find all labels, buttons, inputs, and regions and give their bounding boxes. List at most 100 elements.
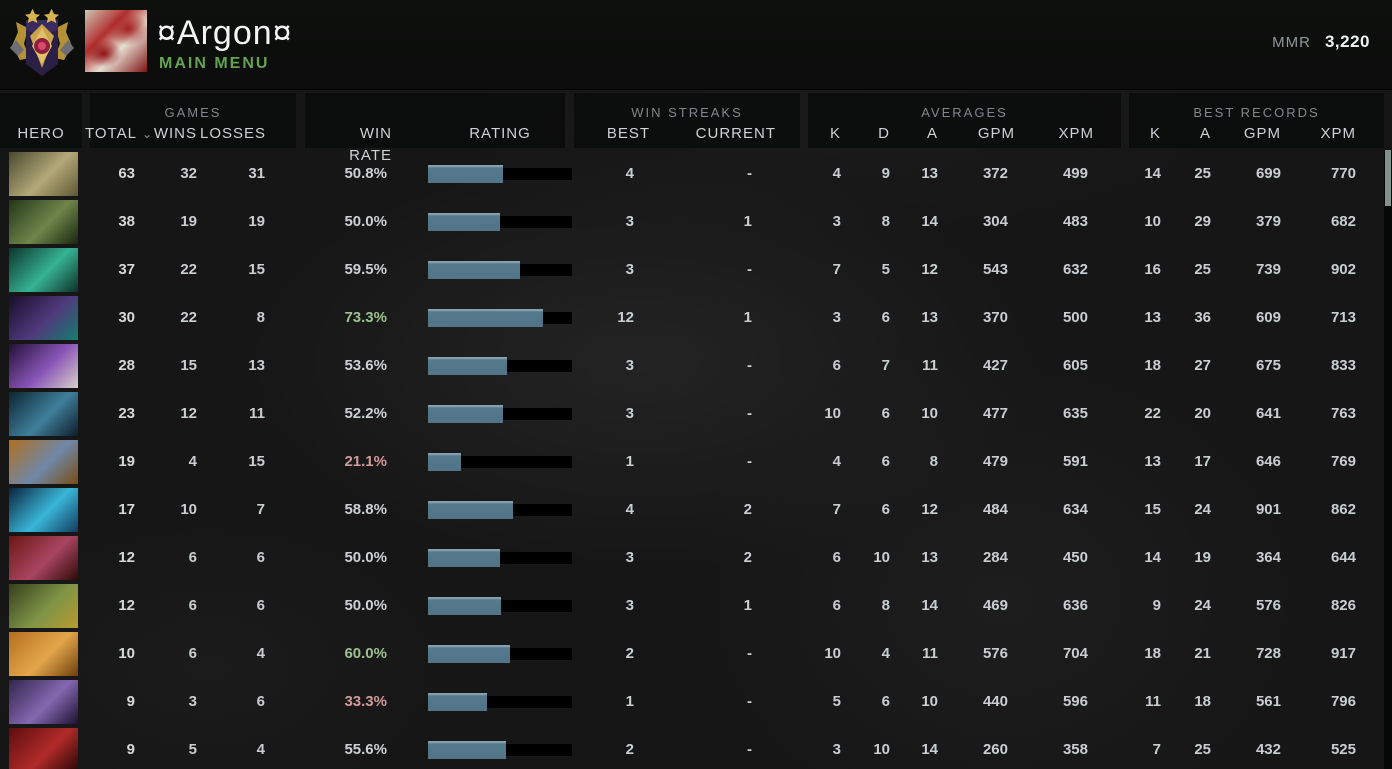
hero-portrait[interactable] xyxy=(9,344,78,388)
column-header-best-xpm[interactable]: XPM xyxy=(1320,125,1356,142)
table-row[interactable]: 9 3 6 33.3% 1 - 5 6 10 440 596 11 18 561… xyxy=(0,678,1392,726)
table-row[interactable]: 10 6 4 60.0% 2 - 10 4 11 576 704 18 21 7… xyxy=(0,630,1392,678)
column-header-rating[interactable]: RATING xyxy=(469,125,531,142)
current-streak-value: - xyxy=(747,357,752,374)
hero-portrait[interactable] xyxy=(9,392,78,436)
total-games-value: 12 xyxy=(118,549,135,566)
best-gpm-value: 641 xyxy=(1255,405,1281,422)
best-kills-value: 11 xyxy=(1145,693,1161,710)
column-header-best-assists[interactable]: A xyxy=(1199,125,1211,142)
avg-assists-value: 14 xyxy=(921,741,938,758)
column-header-avg-gpm[interactable]: GPM xyxy=(977,125,1015,142)
losses-value: 13 xyxy=(248,357,265,374)
best-assists-value: 29 xyxy=(1194,213,1211,230)
best-xpm-value: 770 xyxy=(1330,165,1356,182)
best-gpm-value: 364 xyxy=(1255,549,1281,566)
rating-bar-fill xyxy=(428,261,520,279)
best-assists-value: 27 xyxy=(1194,357,1211,374)
column-header-avg-deaths[interactable]: D xyxy=(878,125,890,142)
best-streak-value: 4 xyxy=(625,501,634,518)
column-header-total[interactable]: TOTAL ⌄ xyxy=(85,123,152,145)
rating-bar xyxy=(428,198,572,246)
hero-portrait[interactable] xyxy=(9,200,78,244)
current-streak-value: - xyxy=(747,645,752,662)
table-row[interactable]: 9 5 4 55.6% 2 - 3 10 14 260 358 7 25 432… xyxy=(0,726,1392,769)
win-rate-value: 59.5% xyxy=(344,261,387,278)
column-header-avg-assists[interactable]: A xyxy=(926,125,938,142)
avg-xpm-value: 499 xyxy=(1062,165,1088,182)
avg-assists-value: 8 xyxy=(929,453,938,470)
best-kills-value: 14 xyxy=(1144,549,1161,566)
table-row[interactable]: 23 12 11 52.2% 3 - 10 6 10 477 635 22 20… xyxy=(0,390,1392,438)
best-streak-value: 1 xyxy=(625,693,634,710)
losses-value: 6 xyxy=(256,549,265,566)
best-streak-value: 2 xyxy=(625,741,634,758)
column-header-avg-xpm[interactable]: XPM xyxy=(1058,125,1094,142)
best-kills-value: 13 xyxy=(1144,453,1161,470)
column-header-avg-kills[interactable]: K xyxy=(829,125,841,142)
column-header-losses[interactable]: LOSSES xyxy=(200,125,267,142)
column-header-hero[interactable]: HERO xyxy=(17,125,65,142)
rating-bar xyxy=(428,726,572,769)
win-rate-value: 50.8% xyxy=(344,165,387,182)
column-header-streak-best[interactable]: BEST xyxy=(606,125,650,142)
avg-gpm-value: 260 xyxy=(982,741,1008,758)
hero-portrait[interactable] xyxy=(9,488,78,532)
best-gpm-value: 561 xyxy=(1255,693,1281,710)
rating-bar-fill xyxy=(428,549,500,567)
column-header-wins[interactable]: WINS xyxy=(153,125,197,142)
hero-portrait[interactable] xyxy=(9,440,78,484)
streaks-header-box: WIN STREAKS xyxy=(574,93,800,148)
best-gpm-value: 699 xyxy=(1255,165,1281,182)
win-rate-value: 60.0% xyxy=(344,645,387,662)
losses-value: 7 xyxy=(256,501,265,518)
player-avatar[interactable] xyxy=(85,10,147,72)
hero-portrait[interactable] xyxy=(9,152,78,196)
hero-portrait[interactable] xyxy=(9,632,78,676)
best-streak-value: 3 xyxy=(625,213,634,230)
rating-bar-fill xyxy=(428,213,500,231)
avg-deaths-value: 9 xyxy=(881,165,890,182)
column-header-win-rate[interactable]: WIN RATE xyxy=(349,125,392,164)
avg-kills-value: 10 xyxy=(824,405,841,422)
column-header-best-kills[interactable]: K xyxy=(1149,125,1161,142)
best-assists-value: 36 xyxy=(1194,309,1211,326)
records-group-label: BEST RECORDS xyxy=(1193,105,1320,120)
best-kills-value: 14 xyxy=(1144,165,1161,182)
table-row[interactable]: 38 19 19 50.0% 3 1 3 8 14 304 483 10 29 … xyxy=(0,198,1392,246)
top-bar: ¤Argon¤ MAIN MENU MMR 3,220 xyxy=(0,0,1392,90)
best-streak-value: 2 xyxy=(625,645,634,662)
hero-portrait[interactable] xyxy=(9,584,78,628)
win-rate-value: 58.8% xyxy=(344,501,387,518)
table-row[interactable]: 19 4 15 21.1% 1 - 4 6 8 479 591 13 17 64… xyxy=(0,438,1392,486)
table-row[interactable]: 30 22 8 73.3% 12 1 3 6 13 370 500 13 36 … xyxy=(0,294,1392,342)
best-kills-value: 13 xyxy=(1144,309,1161,326)
hero-portrait[interactable] xyxy=(9,296,78,340)
table-row[interactable]: 37 22 15 59.5% 3 - 7 5 12 543 632 16 25 … xyxy=(0,246,1392,294)
table-row[interactable]: 12 6 6 50.0% 3 1 6 8 14 469 636 9 24 576… xyxy=(0,582,1392,630)
avg-gpm-value: 440 xyxy=(982,693,1008,710)
hero-header-box xyxy=(0,93,82,148)
rating-bar xyxy=(428,150,572,198)
scrollbar[interactable] xyxy=(1384,150,1392,769)
hero-portrait[interactable] xyxy=(9,728,78,769)
avg-deaths-value: 6 xyxy=(881,501,890,518)
avg-kills-value: 7 xyxy=(832,261,841,278)
column-header-best-gpm[interactable]: GPM xyxy=(1243,125,1281,142)
best-gpm-value: 432 xyxy=(1255,741,1281,758)
column-header-streak-current[interactable]: CURRENT xyxy=(695,125,776,142)
table-body: 63 32 31 50.8% 4 - 4 9 13 372 499 14 25 … xyxy=(0,150,1392,769)
main-menu-link[interactable]: MAIN MENU xyxy=(159,55,270,72)
avg-xpm-value: 450 xyxy=(1062,549,1088,566)
mmr-label: MMR xyxy=(1272,34,1311,51)
table-row[interactable]: 12 6 6 50.0% 3 2 6 10 13 284 450 14 19 3… xyxy=(0,534,1392,582)
best-gpm-value: 576 xyxy=(1255,597,1281,614)
avg-deaths-value: 10 xyxy=(873,741,890,758)
scrollbar-thumb[interactable] xyxy=(1385,150,1391,206)
table-row[interactable]: 28 15 13 53.6% 3 - 6 7 11 427 605 18 27 … xyxy=(0,342,1392,390)
hero-portrait[interactable] xyxy=(9,248,78,292)
hero-portrait[interactable] xyxy=(9,536,78,580)
table-row[interactable]: 63 32 31 50.8% 4 - 4 9 13 372 499 14 25 … xyxy=(0,150,1392,198)
table-row[interactable]: 17 10 7 58.8% 4 2 7 6 12 484 634 15 24 9… xyxy=(0,486,1392,534)
hero-portrait[interactable] xyxy=(9,680,78,724)
